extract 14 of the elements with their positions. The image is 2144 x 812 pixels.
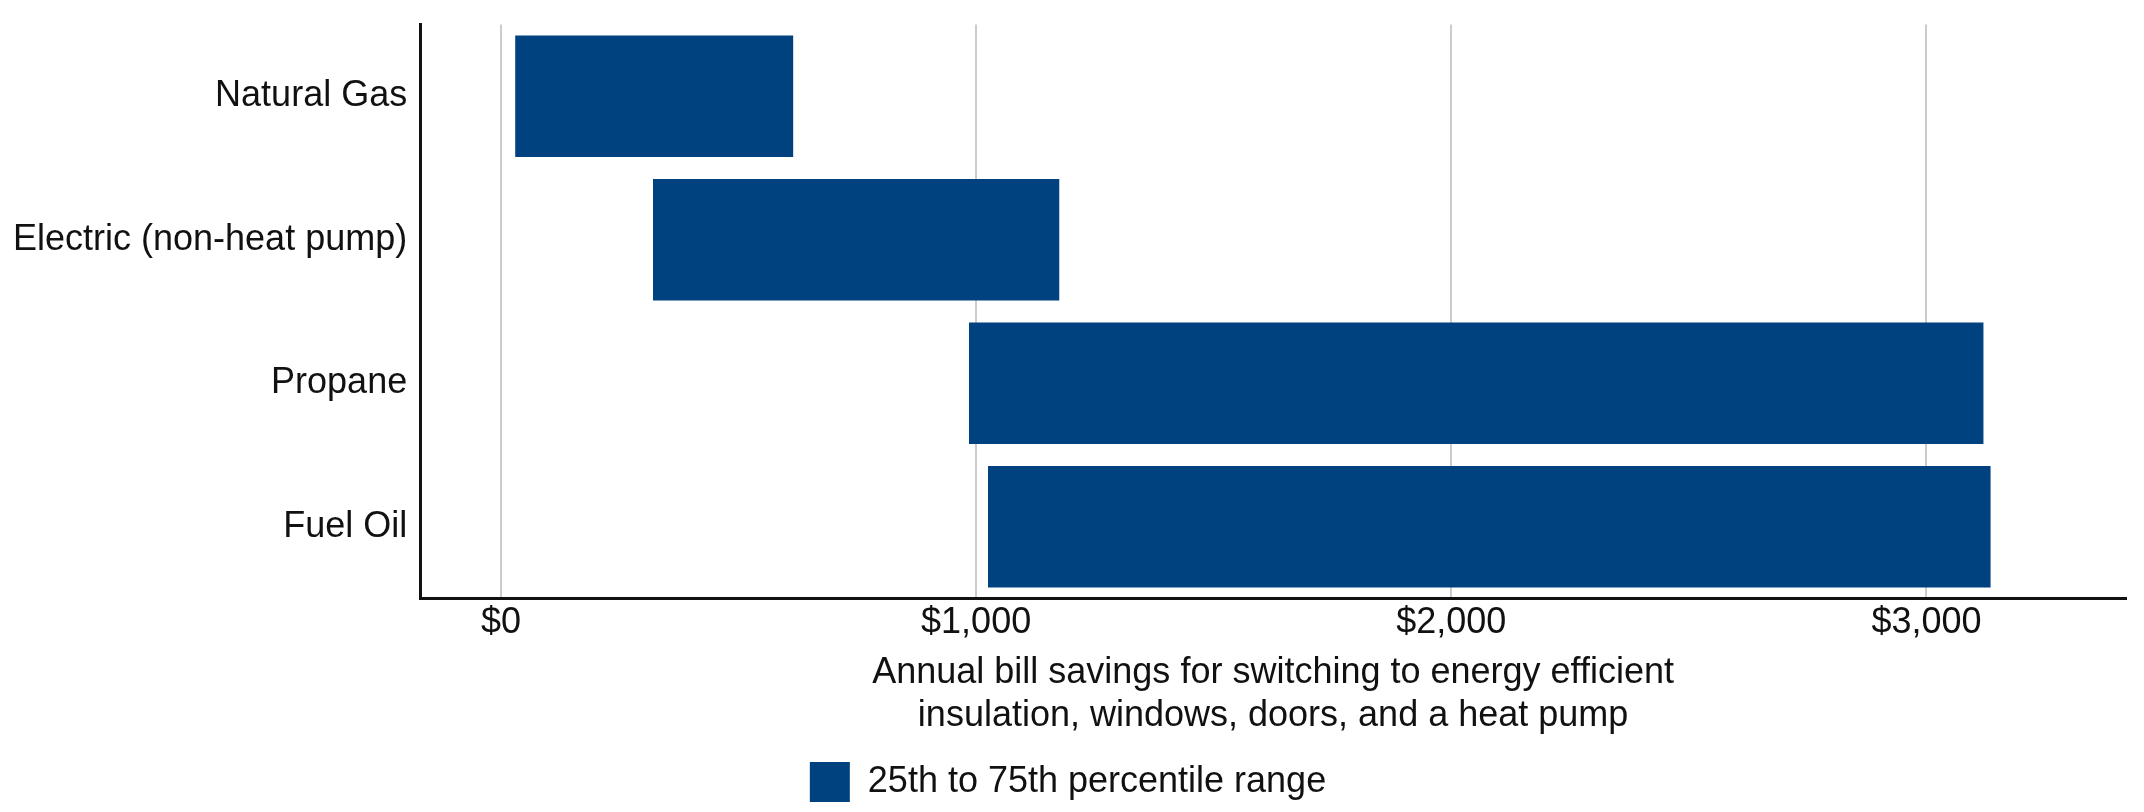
bar: [515, 35, 794, 158]
y-tick-label: Natural Gas: [215, 73, 408, 115]
x-tick-label: $1,000: [921, 599, 1032, 641]
y-tick-label: Propane: [271, 360, 408, 402]
x-tick-label: $0: [480, 599, 521, 641]
x-tick-label: $3,000: [1871, 599, 1982, 641]
bar: [987, 465, 1991, 588]
y-tick-label: Electric (non-heat pump): [13, 216, 408, 258]
y-tick-label: Fuel Oil: [283, 503, 408, 545]
x-axis-title: Annual bill savings for switching to energy efficient insulation, windows, doors, and a heat pump: [872, 650, 1674, 735]
x-tick-label: $2,000: [1396, 599, 1507, 641]
legend-label: 25th to 75th percentile range: [867, 758, 1327, 800]
bar: [968, 322, 1984, 444]
bar: [653, 179, 1060, 301]
